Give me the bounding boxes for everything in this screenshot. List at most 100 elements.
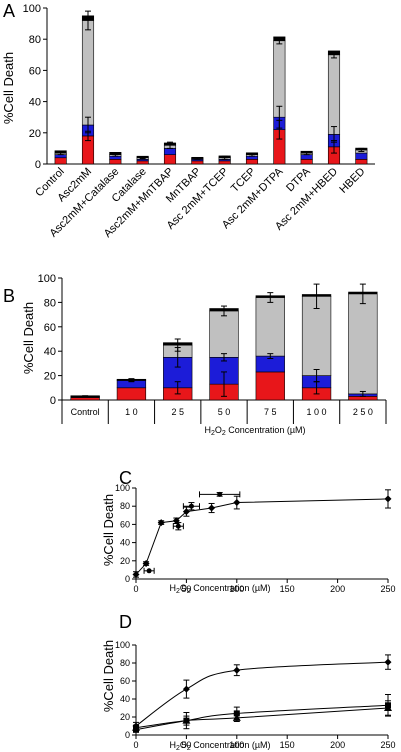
marker-diamond: [233, 499, 241, 507]
y-tick-label: 40: [44, 346, 56, 358]
marker-circle: [146, 568, 152, 574]
bar-segment: [255, 371, 285, 401]
y-tick-label: 40: [120, 538, 130, 548]
x-tick-label: 150: [280, 740, 295, 750]
category-label: 1 0 0: [307, 407, 327, 417]
category-label: 2 5: [171, 407, 184, 417]
x-tick-label: 150: [280, 584, 295, 594]
panel-d-label: D: [119, 612, 132, 632]
y-tick-label: 100: [115, 483, 130, 493]
bar-segment: [163, 148, 177, 155]
bar-segment: [218, 160, 231, 165]
panel-b-xlabel: H2O2 Concentration (µM): [204, 425, 305, 437]
bar-segment: [245, 159, 259, 165]
marker-diamond: [132, 570, 140, 578]
marker-triangle: [232, 713, 241, 721]
panel-d-xlabel: H2O2 Concentration (µM): [169, 740, 270, 752]
marker-diamond: [142, 560, 150, 568]
category-label: 2 5 0: [353, 407, 373, 417]
bar-segment: [191, 160, 204, 165]
x-tick-label: 200: [330, 584, 345, 594]
marker-triangle: [384, 704, 392, 711]
bar-segment: [348, 396, 378, 401]
category-label: 7 5: [264, 407, 277, 417]
x-tick-label: 100: [229, 740, 244, 750]
marker-diamond: [384, 495, 392, 503]
x-tick-label: 0: [133, 740, 138, 750]
category-label: 1 0: [125, 407, 138, 417]
panel-c: C %Cell Death H2O2 Concentration (µM) 0 2…: [101, 468, 396, 595]
x-tick-label: 0: [133, 584, 138, 594]
marker-diamond: [208, 504, 216, 512]
y-tick-label: 60: [44, 322, 56, 334]
panel-a-ylabel: %Cell Death: [1, 52, 16, 124]
panel-c-label: C: [119, 468, 132, 488]
marker-diamond: [182, 508, 190, 516]
y-tick-label: 20: [44, 371, 56, 383]
bar-segment: [300, 159, 313, 165]
series-line: [135, 707, 389, 729]
y-tick-label: 60: [120, 676, 130, 686]
y-tick-label: 80: [120, 501, 130, 511]
bar-segment: [327, 54, 341, 135]
y-tick-label: 100: [115, 640, 130, 650]
series-line: [135, 661, 389, 727]
x-tick-label: 200: [330, 740, 345, 750]
bar-segment: [116, 387, 147, 401]
category-label: HBED: [337, 166, 367, 196]
y-tick-label: 40: [120, 694, 130, 704]
bar-segment: [301, 295, 332, 376]
marker-circle: [175, 523, 181, 529]
bar-segment: [81, 20, 95, 126]
y-tick-label: 60: [29, 65, 41, 77]
bar-segment: [209, 310, 239, 358]
y-tick-label: 20: [120, 556, 130, 566]
bar-segment: [54, 157, 67, 165]
bar-segment: [70, 397, 100, 401]
y-tick-label: 60: [120, 519, 130, 529]
y-tick-label: 20: [120, 712, 130, 722]
bar-segment: [163, 154, 177, 165]
bar-segment: [355, 152, 368, 160]
panel-b-ylabel: %Cell Death: [21, 302, 36, 374]
y-tick-label: 0: [50, 395, 56, 407]
bar-segment: [348, 293, 378, 395]
panel-d-ylabel: %Cell Death: [101, 640, 116, 712]
category-label: Control: [71, 407, 100, 417]
x-tick-label: 50: [181, 740, 191, 750]
y-tick-label: 100: [23, 3, 41, 15]
panel-b-label: B: [3, 286, 15, 306]
x-tick-label: 50: [181, 584, 191, 594]
panel-a: A %Cell Death 020406080100ControlAsc2mMA…: [1, 1, 375, 240]
marker-circle: [188, 503, 194, 509]
panel-c-ylabel: %Cell Death: [101, 494, 116, 566]
y-tick-label: 20: [29, 128, 41, 140]
marker-square: [233, 710, 240, 717]
bar-segment: [109, 159, 122, 165]
y-tick-label: 80: [44, 297, 56, 309]
marker-triangle: [132, 723, 140, 731]
marker-diamond: [384, 658, 392, 666]
marker-circle: [217, 491, 223, 497]
marker-diamond: [182, 685, 190, 693]
x-tick-label: 100: [229, 584, 244, 594]
y-tick-label: 0: [35, 159, 41, 171]
y-tick-label: 80: [120, 658, 130, 668]
bar-segment: [136, 160, 149, 165]
y-tick-label: 80: [29, 34, 41, 46]
bar-segment: [255, 297, 285, 357]
bar-segment: [355, 159, 368, 165]
bar-segment: [273, 40, 286, 118]
x-tick-label: 250: [380, 740, 395, 750]
panel-b: B %Cell Death H2O2 Concentration (µM) 0 2…: [3, 273, 387, 437]
category-label: 5 0: [218, 407, 231, 417]
series-line: [135, 498, 389, 575]
marker-diamond: [233, 666, 241, 674]
panel-c-xlabel: H2O2 Concentration (µM): [169, 583, 270, 595]
y-tick-label: 0: [125, 574, 130, 584]
marker-triangle: [182, 716, 191, 724]
marker-diamond: [157, 519, 165, 527]
y-tick-label: 40: [29, 97, 41, 109]
panel-d: D %Cell Death H2O2 Concentration (µM) 0 2…: [101, 612, 396, 752]
